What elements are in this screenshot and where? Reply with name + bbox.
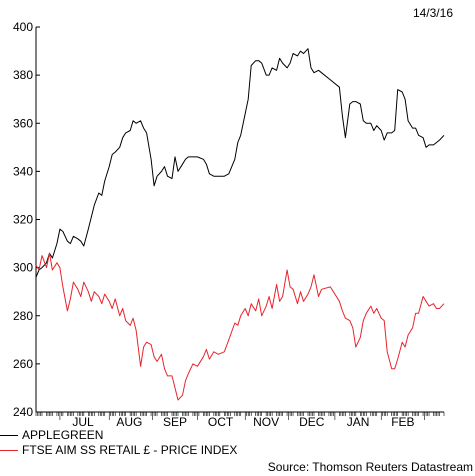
x-month-label: FEB [391,415,414,429]
x-month-label: AUG [116,415,142,429]
y-tick-label: 340 [13,164,33,178]
x-month-label: NOV [253,415,279,429]
y-tick-label: 360 [13,116,33,130]
y-tick-label: 380 [13,68,33,82]
line-chart: 240 260 280 300 320 340 360 380 400 JUL AUG SEP OCT… [13,20,445,429]
x-month-label: JUL [72,415,94,429]
legend-swatch-red [0,450,18,452]
source-note: Source: Thomson Reuters Datastream [267,460,473,474]
series-line-applegreen [35,48,445,278]
series-line-ftse-aim [35,252,445,401]
y-tick-label: 240 [13,405,33,419]
y-tick-label: 320 [13,213,33,227]
x-month-label: SEP [163,415,187,429]
legend-item-ftse-aim: FTSE AIM SS RETAIL £ - PRICE INDEX [0,443,237,457]
y-tick-label: 260 [13,357,33,371]
y-tick-label: 300 [13,261,33,275]
chart-date: 14/3/16 [412,6,453,20]
x-month-label: JAN [347,415,370,429]
legend-label-applegreen: APPLEGREEN [22,428,104,442]
y-axis: 240 260 280 300 320 340 360 380 400 [13,20,40,419]
x-month-label: DEC [299,415,325,429]
series-lines [35,48,445,401]
x-axis: JUL AUG SEP OCT NOV DEC JAN FEB [35,411,445,429]
x-month-label: OCT [208,415,234,429]
legend-item-applegreen: APPLEGREEN [0,428,103,442]
legend-swatch-black [0,435,18,437]
y-tick-label: 400 [13,20,33,34]
y-tick-label: 280 [13,309,33,323]
legend-label-ftse-aim: FTSE AIM SS RETAIL £ - PRICE INDEX [22,443,238,457]
